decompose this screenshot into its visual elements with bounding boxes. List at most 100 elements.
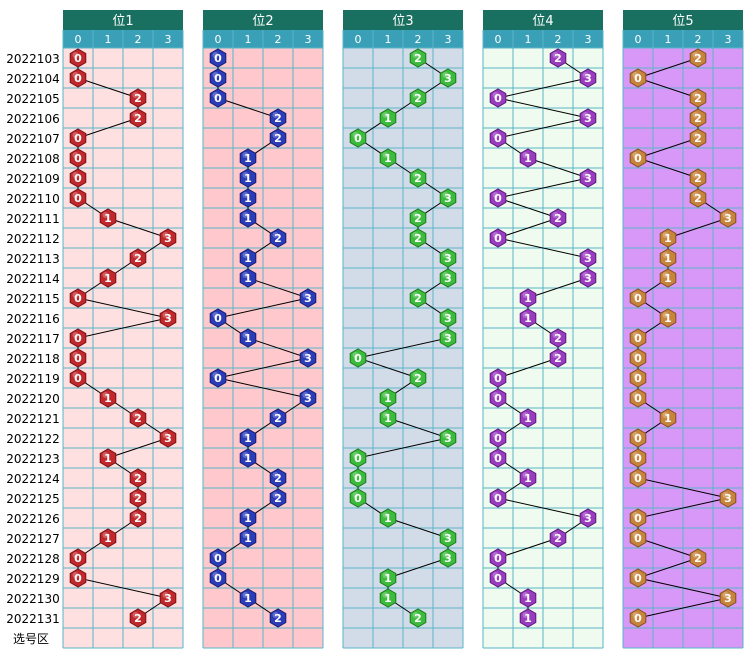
ball-highlight (162, 312, 169, 318)
ball-highlight (302, 392, 309, 398)
number-ball (659, 228, 677, 248)
select-cell[interactable] (374, 629, 402, 647)
ball-highlight (242, 272, 249, 278)
ball-number: 1 (664, 412, 672, 425)
ball-number: 0 (634, 532, 642, 545)
select-cell[interactable] (234, 629, 262, 647)
ball-number: 2 (414, 372, 422, 385)
ball-number: 0 (494, 232, 502, 245)
ball-number: 3 (164, 592, 172, 605)
ball-number: 0 (354, 492, 362, 505)
number-ball (69, 328, 87, 348)
ball-highlight (522, 472, 529, 478)
ball-number: 0 (634, 152, 642, 165)
number-ball (129, 88, 147, 108)
number-ball (349, 448, 367, 468)
select-cell[interactable] (264, 629, 292, 647)
select-cell[interactable] (514, 629, 542, 647)
ball-highlight (492, 552, 499, 558)
select-cell[interactable] (654, 629, 682, 647)
number-ball (629, 508, 647, 528)
number-ball (209, 88, 227, 108)
column-number: 0 (635, 33, 642, 46)
ball-number: 3 (444, 532, 452, 545)
ball-highlight (442, 552, 449, 558)
ball-highlight (382, 572, 389, 578)
ball-number: 2 (134, 112, 142, 125)
ball-number: 1 (104, 212, 112, 225)
ball-highlight (662, 232, 669, 238)
number-ball (519, 288, 537, 308)
number-ball (489, 188, 507, 208)
ball-highlight (382, 592, 389, 598)
number-ball (409, 228, 427, 248)
ball-highlight (272, 472, 279, 478)
number-ball (239, 448, 257, 468)
column-number: 0 (215, 33, 222, 46)
ball-number: 1 (244, 452, 252, 465)
ball-number: 2 (554, 352, 562, 365)
select-cell[interactable] (484, 629, 512, 647)
ball-number: 3 (164, 232, 172, 245)
select-cell[interactable] (714, 629, 742, 647)
ball-highlight (412, 172, 419, 178)
ball-highlight (632, 372, 639, 378)
ball-highlight (522, 412, 529, 418)
number-ball (409, 168, 427, 188)
column-number: 2 (135, 33, 142, 46)
ball-highlight (492, 372, 499, 378)
number-ball (629, 568, 647, 588)
select-cell[interactable] (404, 629, 432, 647)
ball-number: 3 (444, 332, 452, 345)
ball-number: 3 (724, 592, 732, 605)
number-ball (69, 548, 87, 568)
select-cell[interactable] (574, 629, 602, 647)
number-ball (439, 248, 457, 268)
select-cell[interactable] (154, 629, 182, 647)
ball-number: 0 (634, 452, 642, 465)
ball-number: 3 (444, 552, 452, 565)
select-cell[interactable] (204, 629, 232, 647)
ball-highlight (242, 532, 249, 538)
number-ball (439, 268, 457, 288)
select-cell[interactable] (624, 629, 652, 647)
ball-number: 0 (214, 312, 222, 325)
row-label: 2022126 (6, 512, 59, 526)
select-cell[interactable] (124, 629, 152, 647)
ball-number: 0 (214, 552, 222, 565)
ball-highlight (412, 92, 419, 98)
number-ball (159, 308, 177, 328)
number-ball (439, 188, 457, 208)
ball-highlight (352, 452, 359, 458)
ball-highlight (552, 352, 559, 358)
number-ball (439, 548, 457, 568)
ball-highlight (412, 212, 419, 218)
panel-header (623, 10, 743, 30)
ball-highlight (242, 192, 249, 198)
select-cell[interactable] (64, 629, 92, 647)
select-cell[interactable] (434, 629, 462, 647)
ball-highlight (492, 392, 499, 398)
select-cell[interactable] (294, 629, 322, 647)
ball-number: 2 (134, 512, 142, 525)
ball-number: 1 (244, 272, 252, 285)
ball-number: 0 (494, 572, 502, 585)
select-cell[interactable] (94, 629, 122, 647)
number-ball (99, 268, 117, 288)
ball-number: 0 (214, 372, 222, 385)
number-ball (269, 488, 287, 508)
number-ball (439, 308, 457, 328)
ball-number: 3 (584, 112, 592, 125)
select-cell[interactable] (544, 629, 572, 647)
ball-number: 1 (384, 392, 392, 405)
ball-number: 0 (494, 132, 502, 145)
ball-number: 2 (694, 112, 702, 125)
select-cell[interactable] (684, 629, 712, 647)
number-ball (489, 388, 507, 408)
number-ball (689, 128, 707, 148)
number-ball (689, 188, 707, 208)
number-ball (629, 608, 647, 628)
select-cell[interactable] (344, 629, 372, 647)
ball-highlight (442, 312, 449, 318)
ball-highlight (692, 112, 699, 118)
